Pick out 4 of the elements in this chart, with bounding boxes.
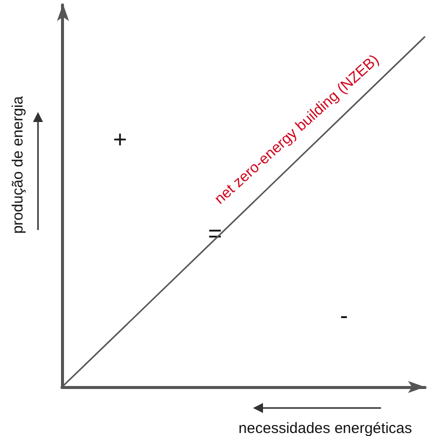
annotation: + <box>113 126 128 154</box>
y-axis-title: produção de energia <box>10 96 26 234</box>
annotation: - <box>340 302 348 330</box>
x-axis-title: necessidades energéticas <box>238 420 412 436</box>
